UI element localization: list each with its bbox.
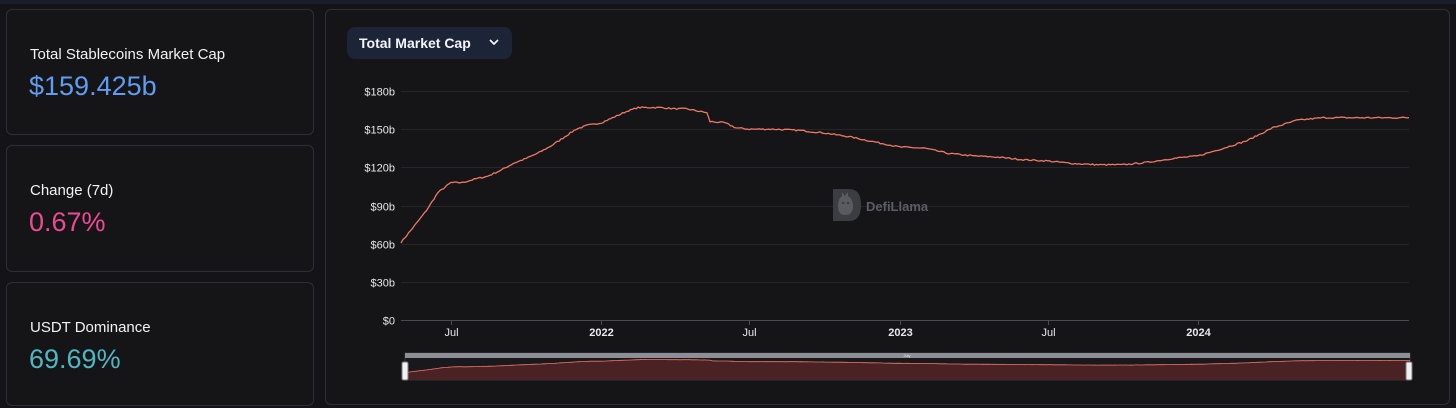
chart-type-dropdown[interactable]: Total Market Cap (347, 27, 512, 59)
brush-overview-line (404, 359, 1410, 373)
stat-label-market-cap: Total Stablecoins Market Cap (30, 46, 226, 63)
series-line-total-market-cap (400, 106, 1410, 244)
defillama-logo-icon (833, 189, 861, 221)
top-strip (0, 0, 1456, 4)
stat-label-usdt-dominance: USDT Dominance (30, 319, 151, 336)
stat-value-market-cap: $159.425b (29, 71, 157, 101)
y-tick-label: $120b (364, 163, 395, 175)
chart-grid (401, 91, 1409, 283)
brush-handle-left[interactable] (401, 361, 409, 381)
watermark: DefiLlama (833, 189, 929, 221)
x-tick-label: Jul (444, 327, 458, 339)
stat-card-usdt-dominance: USDT Dominance 69.69% (6, 282, 314, 406)
brush-handle-label: July (903, 353, 910, 358)
x-tick-label: 2023 (888, 327, 912, 339)
x-tick-label: 2022 (589, 327, 613, 339)
x-axis: Jul 2022 Jul 2023 Jul 2024 (444, 320, 1212, 339)
stat-label-change-7d: Change (7d) (30, 182, 114, 199)
stat-card-market-cap: Total Stablecoins Market Cap $159.425b (6, 9, 314, 135)
x-tick-label: Jul (742, 327, 756, 339)
stat-value-change-7d: 0.67% (29, 207, 106, 237)
brush-overview-area (405, 359, 1410, 380)
time-range-brush[interactable]: July (401, 352, 1413, 381)
y-tick-label: $180b (364, 87, 395, 99)
y-tick-label: $30b (371, 278, 395, 290)
watermark-text: DefiLlama (866, 199, 929, 214)
y-tick-label: $60b (371, 240, 395, 252)
chart-type-dropdown-label: Total Market Cap (359, 35, 471, 51)
x-tick-label: 2024 (1186, 327, 1211, 339)
y-tick-label: $90b (371, 202, 395, 214)
brush-selection-bar[interactable] (405, 353, 1410, 358)
chevron-down-icon (489, 39, 499, 45)
stat-value-usdt-dominance: 69.69% (29, 344, 121, 374)
y-tick-label: $0 (383, 316, 395, 328)
x-tick-label: Jul (1041, 327, 1055, 339)
brush-handle-right[interactable] (1405, 361, 1413, 381)
y-axis: $0 $30b $60b $90b $120b $150b $180b (364, 87, 395, 328)
y-tick-label: $150b (364, 125, 395, 137)
stat-card-change-7d: Change (7d) 0.67% (6, 145, 314, 272)
